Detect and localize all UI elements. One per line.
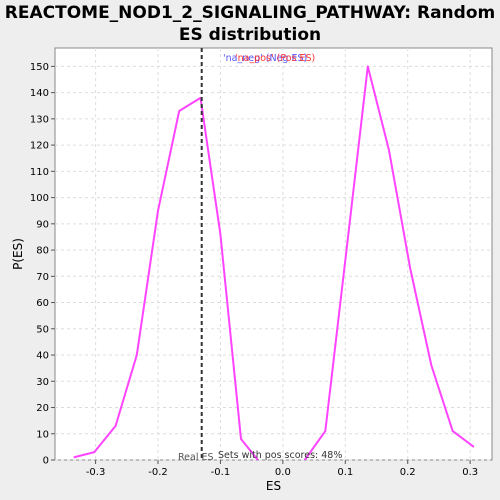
- chart-title: REACTOME_NOD1_2_SIGNALING_PATHWAY: Rando…: [4, 3, 496, 45]
- y-tick-label: 110: [30, 167, 49, 178]
- legend-pos-label: 'na_pos' (Pos ES): [235, 53, 315, 64]
- y-tick-label: 130: [30, 114, 49, 125]
- y-axis-label: P(ES): [11, 238, 25, 270]
- x-tick-label: 0.1: [337, 467, 353, 478]
- y-tick-label: 40: [36, 351, 49, 362]
- y-tick-label: 80: [36, 246, 49, 257]
- legend-neg-label: 'na_neg' (Neg ES): [223, 53, 307, 64]
- x-tick-label: -0.2: [148, 467, 168, 478]
- y-tick-label: 20: [36, 403, 49, 414]
- y-tick-label: 90: [36, 219, 49, 230]
- y-tick-label: 10: [36, 429, 49, 440]
- pos-scores-label: Sets with pos scores: 48%: [218, 450, 342, 461]
- y-tick-label: 70: [36, 272, 49, 283]
- y-tick-label: 150: [30, 62, 49, 73]
- x-tick-label: 0.0: [275, 467, 291, 478]
- y-tick-label: 120: [30, 141, 49, 152]
- x-tick-label: 0.3: [462, 467, 478, 478]
- real-es-label: Real ES: [178, 452, 214, 463]
- y-tick-label: 100: [30, 193, 49, 204]
- series-line: [73, 96, 259, 461]
- x-tick-label: 0.2: [400, 467, 416, 478]
- y-tick-label: 140: [30, 88, 49, 99]
- series-line: [303, 65, 475, 461]
- y-tick-label: 0: [43, 456, 49, 467]
- x-tick-label: -0.3: [86, 467, 106, 478]
- y-tick-label: 60: [36, 298, 49, 309]
- axes: 0 10 20 30 40 50 60 70 80 90 100 110 120 130 140 150 -0.…: [30, 62, 478, 478]
- y-tick-label: 30: [36, 377, 49, 388]
- plot-background: [54, 47, 493, 461]
- y-tick-label: 50: [36, 324, 49, 335]
- x-tick-label: -0.1: [211, 467, 231, 478]
- series-lines: [73, 65, 475, 461]
- x-axis-label: ES: [266, 479, 281, 493]
